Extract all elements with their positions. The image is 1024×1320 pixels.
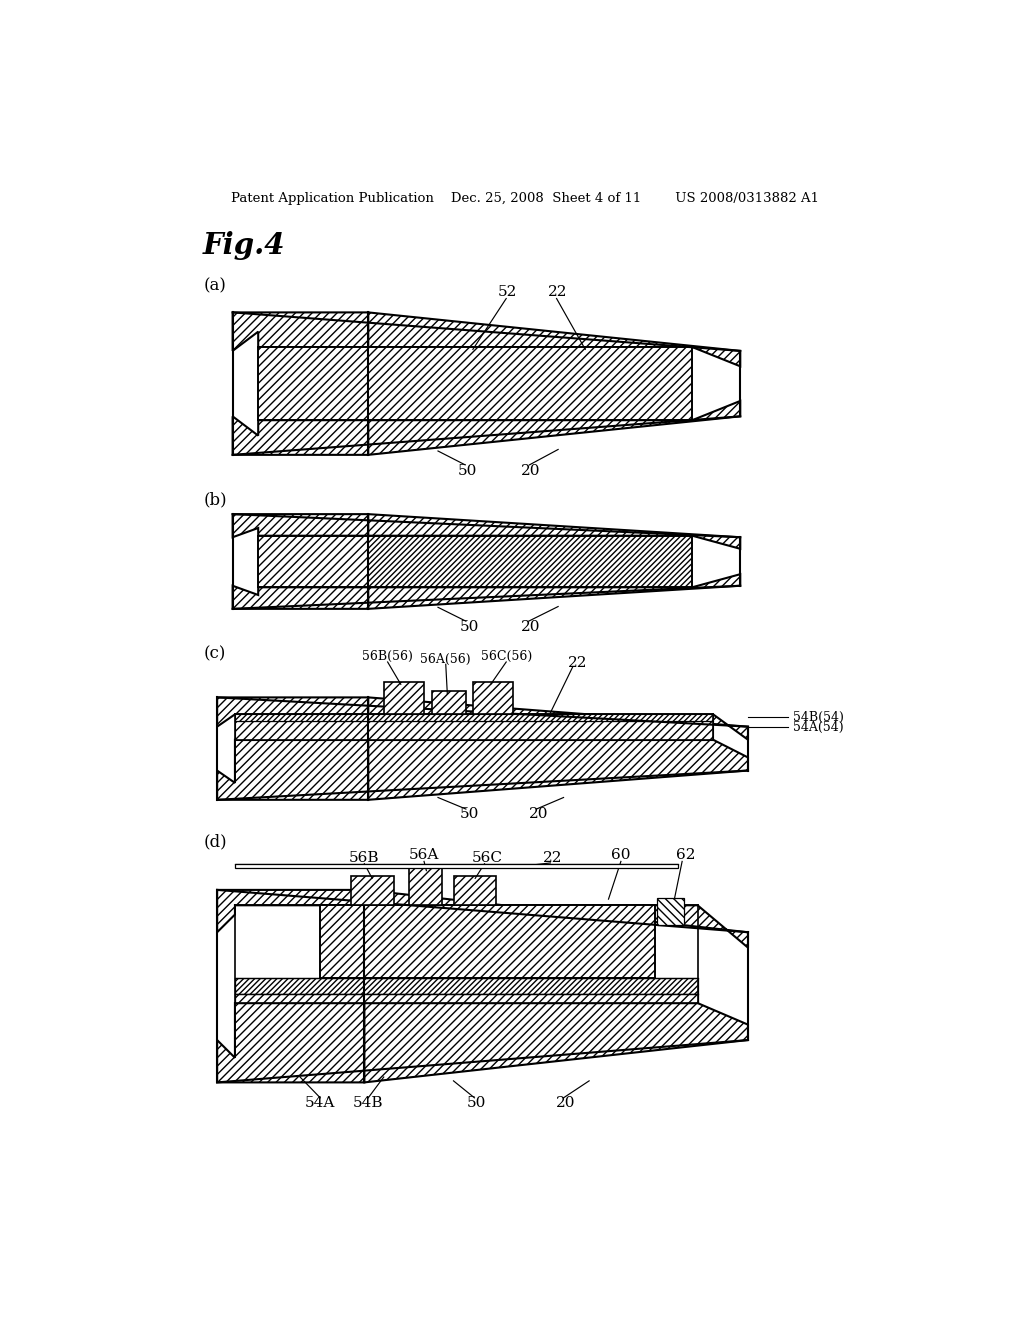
- Polygon shape: [351, 876, 394, 906]
- Text: 20: 20: [529, 808, 549, 821]
- Polygon shape: [232, 515, 369, 537]
- Text: 54B(54): 54B(54): [793, 711, 844, 723]
- Polygon shape: [365, 890, 748, 948]
- Text: 62: 62: [676, 849, 695, 862]
- Polygon shape: [369, 401, 740, 455]
- Text: 60: 60: [611, 849, 631, 862]
- Polygon shape: [234, 721, 713, 739]
- Text: 50: 50: [458, 465, 477, 478]
- Polygon shape: [384, 682, 424, 714]
- Polygon shape: [410, 869, 442, 906]
- Text: 56A(56): 56A(56): [421, 653, 471, 667]
- Text: 20: 20: [521, 619, 541, 634]
- Text: (a): (a): [203, 277, 226, 294]
- Text: Fig.4: Fig.4: [203, 231, 286, 260]
- Polygon shape: [454, 876, 496, 906]
- Polygon shape: [217, 739, 369, 800]
- Polygon shape: [234, 978, 697, 994]
- Text: 52: 52: [498, 285, 517, 298]
- Text: 50: 50: [460, 619, 478, 634]
- Text: 54A(54): 54A(54): [793, 721, 844, 734]
- Text: 56A: 56A: [409, 849, 439, 862]
- Polygon shape: [369, 574, 740, 609]
- Text: 22: 22: [567, 656, 587, 669]
- Text: 54B: 54B: [353, 1096, 384, 1110]
- Polygon shape: [258, 347, 369, 420]
- Polygon shape: [369, 739, 748, 800]
- Polygon shape: [656, 898, 684, 924]
- Text: 54A: 54A: [305, 1096, 336, 1110]
- Text: 56C(56): 56C(56): [480, 649, 531, 663]
- Polygon shape: [432, 692, 466, 714]
- Text: (c): (c): [203, 645, 225, 663]
- Text: 50: 50: [460, 808, 478, 821]
- Text: 50: 50: [467, 1096, 486, 1110]
- Polygon shape: [369, 536, 692, 587]
- Text: Patent Application Publication    Dec. 25, 2008  Sheet 4 of 11        US 2008/03: Patent Application Publication Dec. 25, …: [230, 191, 819, 205]
- Text: 20: 20: [556, 1096, 575, 1110]
- Polygon shape: [369, 697, 748, 739]
- Text: (b): (b): [203, 491, 226, 508]
- Polygon shape: [369, 313, 740, 367]
- Polygon shape: [232, 586, 369, 609]
- Text: 56C: 56C: [471, 850, 503, 865]
- Polygon shape: [369, 347, 692, 420]
- Polygon shape: [234, 994, 697, 1003]
- Polygon shape: [258, 536, 369, 587]
- Polygon shape: [473, 682, 513, 714]
- Text: (d): (d): [203, 834, 226, 850]
- Text: 22: 22: [549, 285, 568, 298]
- Polygon shape: [234, 714, 713, 721]
- Polygon shape: [217, 697, 369, 726]
- Polygon shape: [365, 1003, 748, 1082]
- Polygon shape: [232, 313, 369, 351]
- Polygon shape: [234, 865, 678, 869]
- Polygon shape: [217, 890, 365, 932]
- Text: 20: 20: [521, 465, 541, 478]
- Polygon shape: [369, 515, 740, 549]
- Text: 22: 22: [543, 850, 562, 865]
- Polygon shape: [321, 906, 655, 978]
- Text: 56B: 56B: [349, 850, 380, 865]
- Text: 56B(56): 56B(56): [362, 649, 413, 663]
- Polygon shape: [232, 416, 369, 455]
- Polygon shape: [217, 1003, 365, 1082]
